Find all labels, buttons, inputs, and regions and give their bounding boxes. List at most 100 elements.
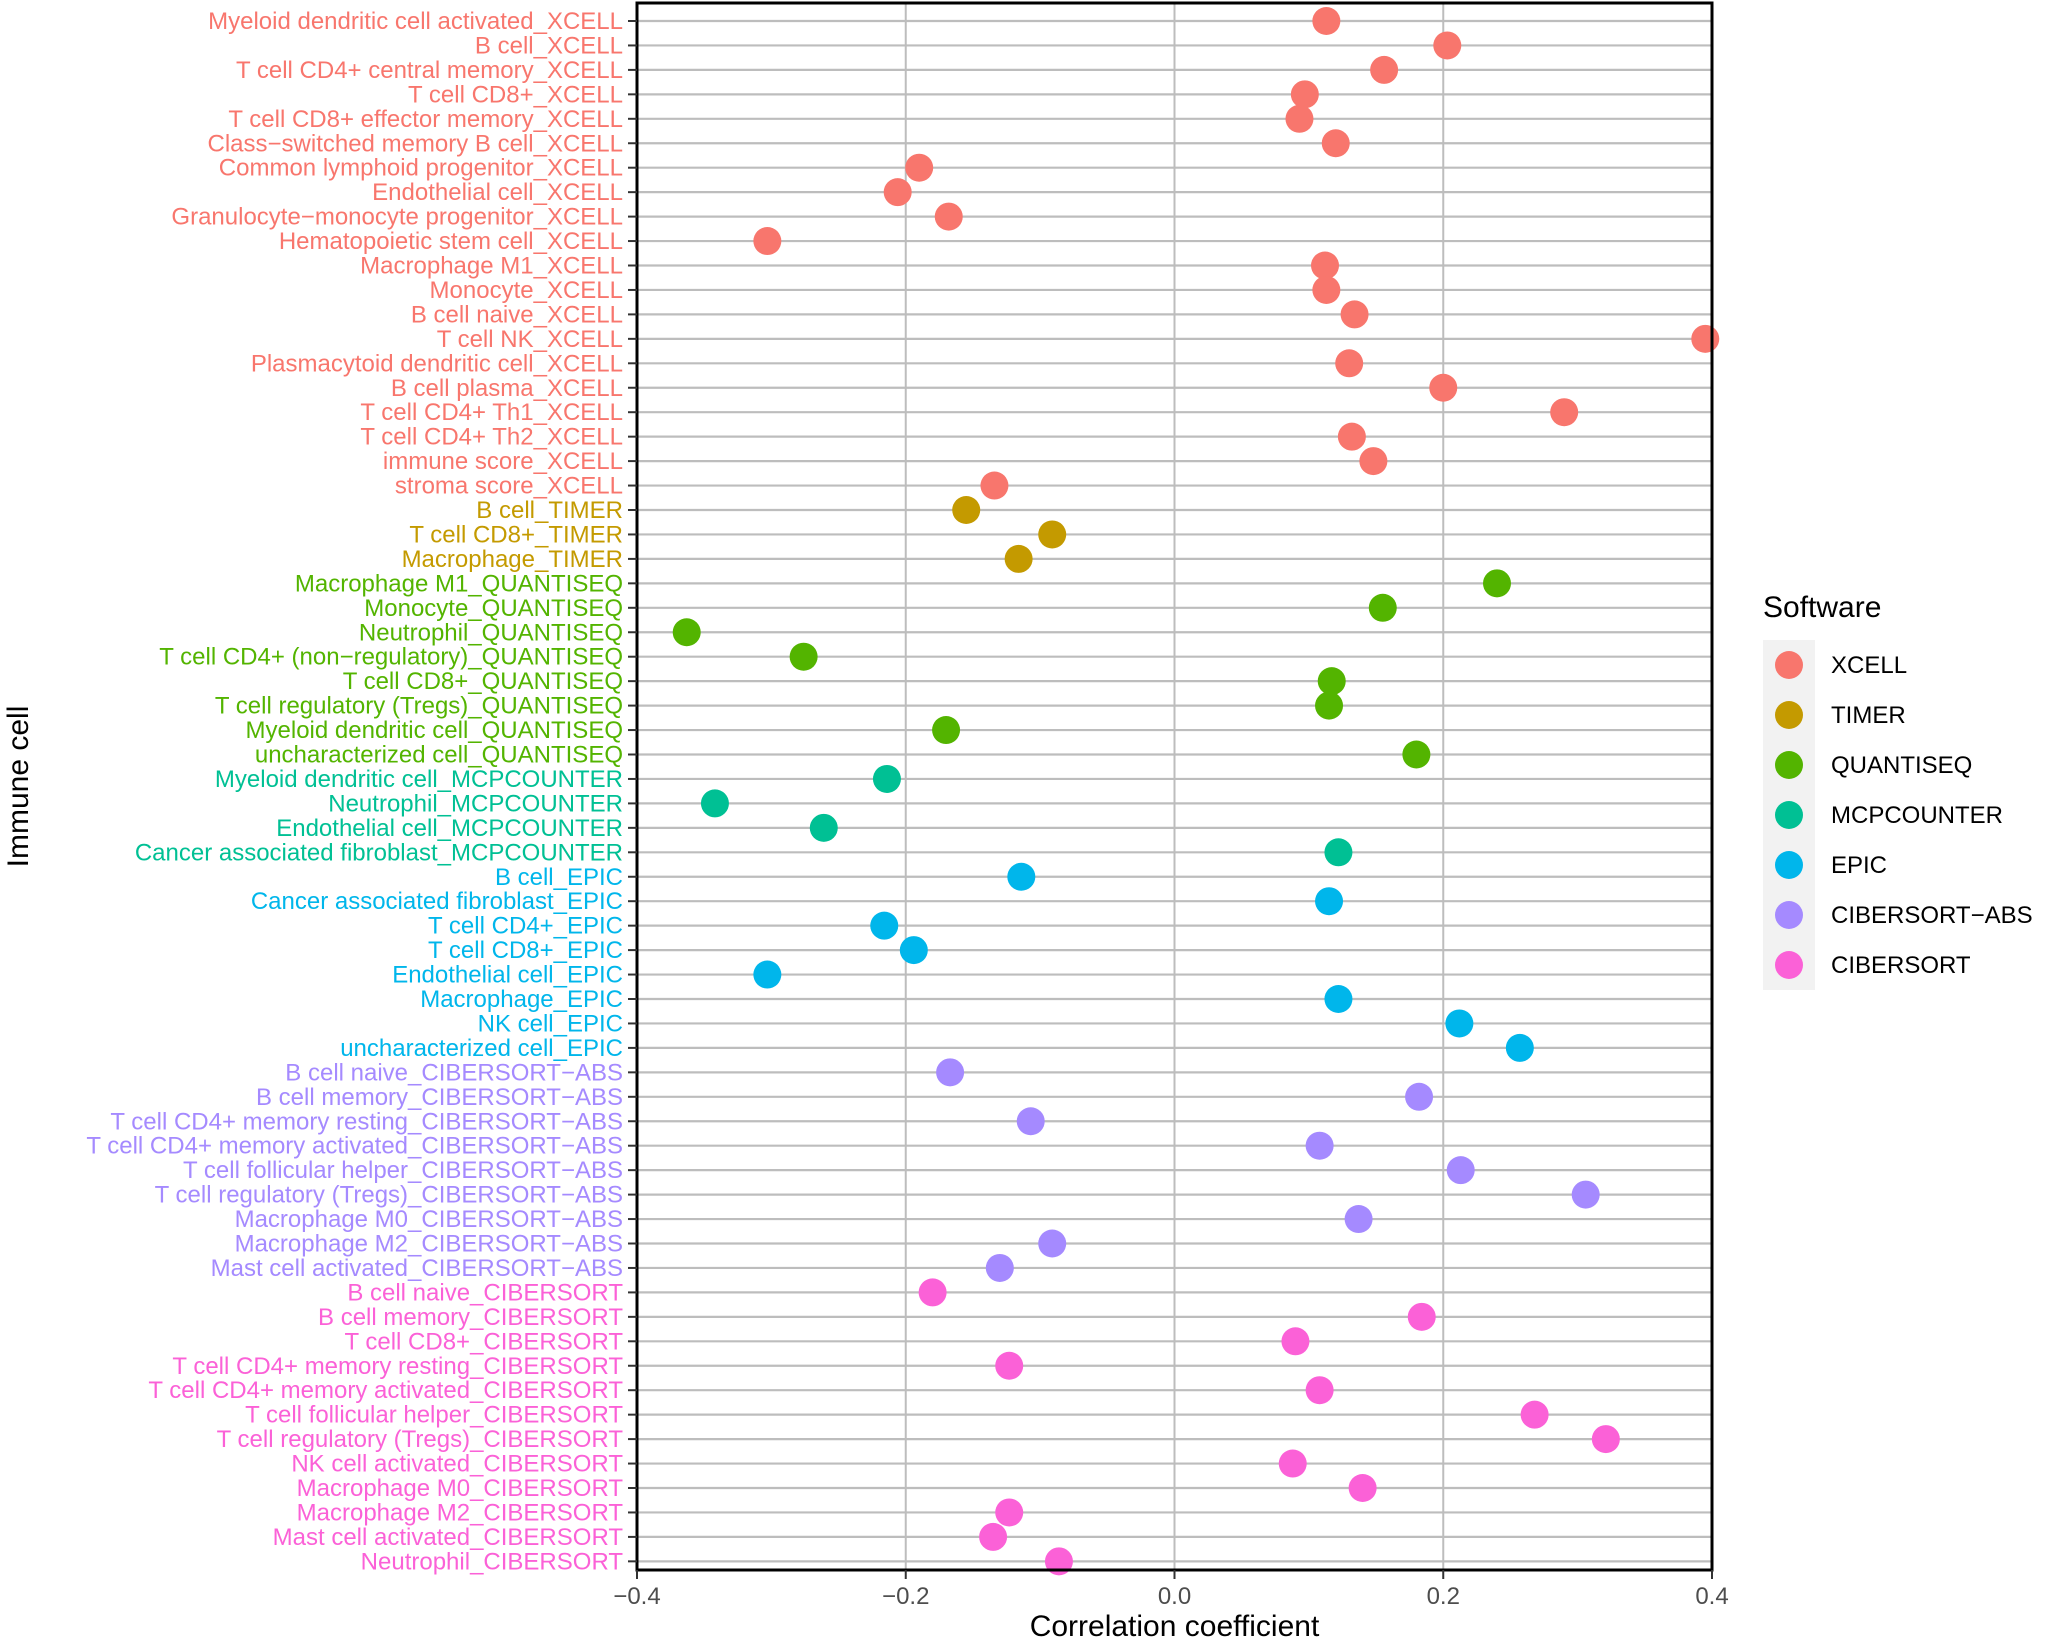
legend-key [1775, 751, 1803, 779]
data-point [918, 1278, 947, 1307]
y-tick-label: T cell CD8+_EPIC [428, 937, 623, 964]
legend: Software XCELL TIMER QUANTISEQ MCPCOUNTER EP… [1763, 591, 2033, 990]
y-tick-label: Hematopoietic stem cell_XCELL [279, 228, 623, 255]
legend-label: MCPCOUNTER [1831, 802, 2003, 829]
y-tick-label: T cell CD8+_XCELL [408, 81, 623, 108]
y-tick-label: NK cell_EPIC [478, 1010, 623, 1037]
data-point [1324, 985, 1353, 1013]
y-tick-label: Endothelial cell_XCELL [372, 179, 623, 206]
y-tick-label: T cell follicular helper_CIBERSORT−ABS [183, 1157, 623, 1184]
data-point [1550, 398, 1579, 427]
data-point [1312, 7, 1341, 35]
data-point [1591, 1425, 1620, 1454]
data-point [1007, 862, 1036, 891]
y-tick-label: Macrophage M0_CIBERSORT−ABS [235, 1206, 623, 1233]
data-point [1433, 31, 1462, 60]
data-point [789, 642, 818, 671]
y-tick-label: T cell CD4+ (non−regulatory)_QUANTISEQ [159, 644, 623, 671]
data-point [1312, 275, 1341, 304]
data-point [1340, 300, 1369, 329]
y-tick-label: Endothelial cell_EPIC [392, 962, 623, 989]
legend-title: Software [1763, 591, 1881, 624]
y-tick-label: NK cell activated_CIBERSORT [291, 1451, 623, 1478]
data-point [1483, 569, 1511, 598]
data-point [1305, 1376, 1334, 1405]
y-tick-label: Cancer associated fibroblast_EPIC [251, 888, 623, 915]
grid [636, 3, 1713, 1570]
data-point [1691, 324, 1720, 353]
data-point [1285, 104, 1314, 133]
y-tick-label: T cell CD8+_CIBERSORT [344, 1328, 623, 1355]
legend-key [1775, 701, 1803, 729]
data-point [1429, 373, 1458, 402]
x-tick-label: −0.2 [882, 1583, 929, 1610]
data-point [1305, 1131, 1334, 1160]
legend-label: QUANTISEQ [1831, 752, 1972, 779]
y-tick-label: Monocyte_XCELL [430, 277, 623, 304]
y-tick-label: Mast cell activated_CIBERSORT [273, 1524, 624, 1551]
data-point [905, 153, 934, 182]
y-tick-label: Granulocyte−monocyte progenitor_XCELL [171, 204, 623, 231]
y-tick-label: T cell CD4+_EPIC [428, 913, 623, 940]
x-tick-label: 0.0 [1158, 1583, 1191, 1610]
y-tick-label: Macrophage M2_CIBERSORT [297, 1499, 624, 1526]
y-tick-label: T cell regulatory (Tregs)_CIBERSORT−ABS [155, 1182, 623, 1209]
data-point [1335, 349, 1364, 378]
data-point [936, 1058, 965, 1087]
data-point [1571, 1180, 1600, 1209]
y-tick-label: Myeloid dendritic cell_MCPCOUNTER [215, 766, 623, 793]
x-axis-title: Correlation coefficient [1030, 1610, 1320, 1643]
data-point [1405, 1082, 1434, 1111]
y-tick-label: Common lymphoid progenitor_XCELL [219, 155, 623, 182]
y-tick-label: Macrophage_TIMER [402, 546, 623, 573]
data-point [1407, 1302, 1436, 1331]
data-point [1311, 251, 1339, 280]
y-tick-label: Macrophage M0_CIBERSORT [297, 1475, 624, 1502]
data-point [979, 1522, 1008, 1551]
y-tick-label: Myeloid dendritic cell activated_XCELL [208, 8, 623, 35]
legend-key [1775, 851, 1803, 879]
data-point [1317, 667, 1346, 696]
y-tick-label: Mast cell activated_CIBERSORT−ABS [211, 1255, 623, 1282]
y-tick-label: stroma score_XCELL [395, 473, 623, 500]
data-point [1348, 1474, 1377, 1502]
data-point [1038, 520, 1067, 549]
data-point [1520, 1400, 1549, 1429]
data-point [809, 813, 838, 842]
x-tick-label: 0.2 [1427, 1583, 1460, 1610]
y-axis-title: Immune cell [2, 706, 35, 868]
x-tick-label: 0.4 [1695, 1583, 1728, 1610]
data-point [1337, 422, 1366, 451]
legend-label: CIBERSORT−ABS [1831, 902, 2033, 929]
data-point [1004, 544, 1033, 573]
legend-key [1775, 901, 1803, 929]
data-point [1321, 129, 1350, 158]
y-tick-label: Class−switched memory B cell_XCELL [208, 130, 624, 157]
y-tick-label: Monocyte_QUANTISEQ [364, 595, 623, 622]
y-tick-label: B cell naive_CIBERSORT−ABS [285, 1059, 623, 1086]
y-tick-label: T cell regulatory (Tregs)_QUANTISEQ [215, 693, 623, 720]
y-tick-label: T cell CD4+ Th1_XCELL [360, 399, 623, 426]
data-point [980, 471, 1009, 500]
data-points [672, 7, 1720, 1576]
data-point [995, 1498, 1024, 1527]
y-tick-label: Macrophage M1_QUANTISEQ [295, 570, 623, 597]
legend-label: TIMER [1831, 702, 1906, 729]
y-tick-label: Neutrophil_MCPCOUNTER [328, 790, 623, 817]
data-point [1281, 1327, 1310, 1356]
data-point [883, 178, 912, 207]
data-point [1344, 1205, 1373, 1234]
y-tick-label: immune score_XCELL [383, 448, 623, 475]
y-tick-label: Cancer associated fibroblast_MCPCOUNTER [135, 839, 623, 866]
data-point [952, 496, 981, 524]
y-tick-label: B cell memory_CIBERSORT−ABS [256, 1084, 623, 1111]
x-axis: −0.4 −0.2 0.0 0.2 0.4 [613, 1570, 1729, 1610]
y-tick-label: T cell CD8+ effector memory_XCELL [228, 106, 623, 133]
legend-label: XCELL [1831, 652, 1907, 679]
data-point [1278, 1449, 1307, 1478]
y-tick-label: T cell regulatory (Tregs)_CIBERSORT [217, 1426, 624, 1453]
data-point [1324, 838, 1353, 867]
data-point [870, 911, 899, 940]
y-axis: Myeloid dendritic cell activated_XCELL B … [86, 8, 637, 1575]
